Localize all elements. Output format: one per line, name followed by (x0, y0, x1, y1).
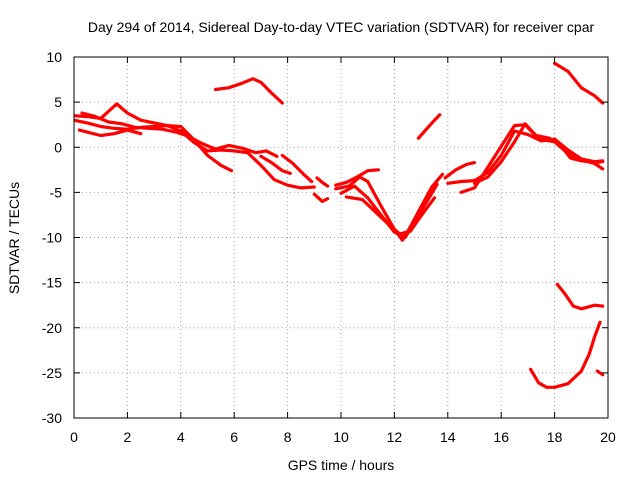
series-track-22 (595, 369, 605, 377)
y-tick-label: -10 (42, 230, 62, 246)
series-track-2 (74, 118, 234, 173)
y-axis-label: SDTVAR / TECUs (6, 182, 22, 294)
series-track-13 (344, 195, 437, 236)
series-track-21 (528, 320, 602, 389)
x-axis-label: GPS time / hours (288, 457, 395, 473)
x-tick-label: 8 (284, 429, 292, 445)
y-tick-label: -5 (50, 184, 63, 200)
series-layer (74, 61, 605, 389)
series-track-19 (552, 61, 605, 105)
series-track-1 (74, 102, 316, 190)
series-track-20 (555, 282, 605, 311)
y-tick-label: -15 (42, 275, 62, 291)
x-tick-label: 14 (440, 429, 456, 445)
y-tick-label: 10 (46, 49, 62, 65)
x-tick-label: 20 (600, 429, 616, 445)
series-track-12 (339, 182, 439, 240)
y-tick-label: 0 (54, 139, 62, 155)
series-track-7 (280, 153, 314, 184)
y-tick-label: 5 (54, 94, 62, 110)
x-tick-label: 18 (547, 429, 563, 445)
series-track-14 (416, 113, 442, 140)
chart-title: Day 294 of 2014, Sidereal Day-to-day VTE… (88, 19, 595, 35)
series-track-4 (77, 128, 143, 138)
series-track-9 (315, 176, 330, 188)
x-tick-label: 2 (124, 429, 132, 445)
x-tick-label: 4 (177, 429, 185, 445)
series-track-15 (443, 161, 477, 180)
tick-layer: 0 2 4 6 8 10 12 14 16 18 20 10 5 0 -5 -10 -15 -20 -25 -30 (42, 49, 616, 445)
x-tick-label: 10 (333, 429, 349, 445)
series-track-8 (312, 192, 330, 203)
series-track-16 (446, 129, 605, 185)
series-track-3 (80, 111, 279, 158)
y-tick-label: -30 (42, 410, 62, 426)
y-tick-label: -25 (42, 365, 62, 381)
x-tick-label: 16 (493, 429, 509, 445)
grid-layer (74, 57, 608, 418)
y-tick-label: -20 (42, 320, 62, 336)
x-tick-label: 0 (70, 429, 78, 445)
series-track-18 (472, 122, 605, 185)
x-tick-label: 12 (387, 429, 403, 445)
series-track-5 (213, 77, 284, 105)
series-track-6 (259, 154, 292, 175)
series-track-10 (334, 168, 380, 187)
x-tick-label: 6 (230, 429, 238, 445)
